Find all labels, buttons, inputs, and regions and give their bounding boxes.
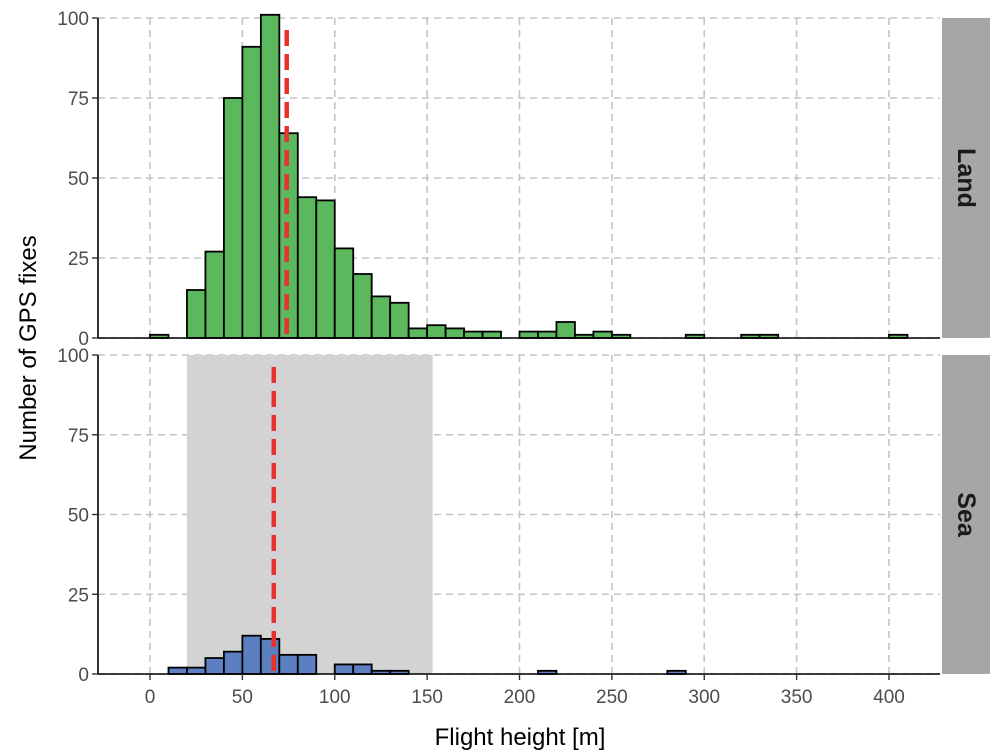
histogram-bar [426,324,447,339]
histogram-bar [241,45,262,339]
x-tick-label: 250 [596,687,628,708]
histogram-bar [186,666,207,675]
histogram-bar [296,653,318,675]
x-axis-title: Flight height [m] [435,724,606,751]
x-tick-label: 100 [319,687,351,708]
facet-strip [942,18,990,338]
histogram-bar [204,250,225,339]
histogram-bar [463,330,484,339]
x-tick-label: 400 [873,687,905,708]
histogram-bar [259,638,281,675]
histogram-bar [333,247,355,339]
y-tick-label: 75 [68,426,89,447]
y-tick-label: 25 [68,585,89,606]
y-tick-label: 50 [68,169,89,190]
histogram-bar [186,289,207,339]
histogram-bar [352,273,373,339]
x-tick-label: 350 [781,687,813,708]
histogram-bar [241,634,262,675]
histogram-bar [259,13,281,339]
facet-strip-label: Land [952,148,980,208]
histogram-bar [278,653,299,675]
histogram-bar [167,666,188,675]
mean-line-layer [271,30,289,674]
x-tick-label: 0 [145,687,156,708]
histogram-bar [352,663,373,675]
shaded-range [186,355,433,674]
y-tick-label: 75 [68,89,89,110]
y-axis-title: Number of GPS fixes [15,235,42,460]
histogram-bar [333,663,355,675]
histogram-bar [592,330,613,339]
facet-strip-label: Sea [952,492,980,538]
y-tick-label: 100 [57,346,89,367]
x-tick-label: 300 [688,687,720,708]
histogram-bar [518,330,539,339]
x-tick-label: 50 [232,687,253,708]
histogram-bar [555,321,576,339]
histogram-bar [481,330,502,339]
histogram-bar [407,327,429,339]
histogram-bar [370,295,392,339]
histogram-bar [444,327,465,339]
histogram-bar [537,330,558,339]
histogram-bar [389,301,410,339]
x-tick-label: 200 [504,687,536,708]
y-tick-label: 50 [68,506,89,527]
y-tick-label: 0 [78,329,89,350]
x-tick-label: 150 [411,687,443,708]
histogram-bar [296,196,318,339]
histogram-bar [222,650,244,675]
facet-strip-layer: Land Sea [942,18,990,674]
histogram-bar [204,657,225,675]
y-tick-label: 0 [78,665,89,686]
histogram-bar [315,199,336,339]
y-tick-label: 25 [68,249,89,270]
histogram-bar [222,97,244,339]
bar-layer [149,13,909,675]
facet-strip [942,355,990,674]
y-tick-label: 100 [57,9,89,30]
shaded-range-layer [186,355,433,674]
